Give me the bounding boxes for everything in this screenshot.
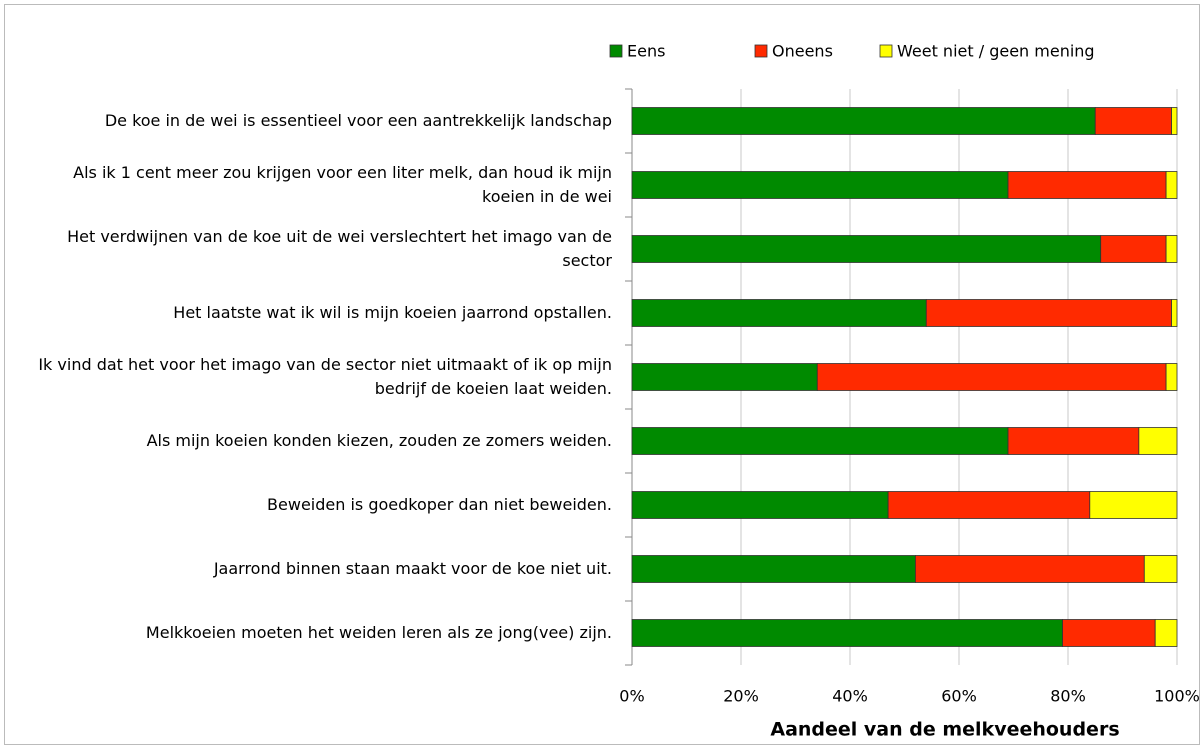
legend-swatch bbox=[754, 44, 768, 58]
y-tick-label: Het verdwijnen van de koe uit de wei ver… bbox=[67, 227, 612, 270]
legend-swatch bbox=[879, 44, 893, 58]
x-tick-label: 40% bbox=[832, 687, 868, 706]
bar-segment bbox=[631, 491, 889, 519]
bar-segment bbox=[1094, 107, 1172, 135]
bar-segment bbox=[1138, 427, 1178, 455]
y-tick-label: Als ik 1 cent meer zou krijgen voor een … bbox=[73, 163, 612, 206]
bar-segment bbox=[1143, 555, 1178, 583]
y-tick-label: Als mijn koeien konden kiezen, zouden ze… bbox=[146, 431, 612, 450]
y-tick-label: Melkkoeien moeten het weiden leren als z… bbox=[145, 623, 612, 642]
y-tick-label: Het laatste wat ik wil is mijn koeien ja… bbox=[173, 303, 612, 322]
bar-segment bbox=[1171, 107, 1178, 135]
bar-segment bbox=[816, 363, 1167, 391]
bar-segment bbox=[1062, 619, 1156, 647]
y-tick-label: Jaarrond binnen staan maakt voor de koe … bbox=[213, 559, 612, 578]
bar-segment bbox=[1165, 363, 1178, 391]
legend-swatch bbox=[609, 44, 623, 58]
bar-segment bbox=[631, 363, 818, 391]
x-tick-label: 60% bbox=[941, 687, 977, 706]
bar-segment bbox=[631, 427, 1009, 455]
x-tick-label: 80% bbox=[1050, 687, 1086, 706]
bar-segment bbox=[1154, 619, 1178, 647]
bar-segment bbox=[631, 619, 1063, 647]
legend-label: Weet niet / geen mening bbox=[897, 42, 1095, 61]
y-tick-label: De koe in de wei is essentieel voor een … bbox=[104, 111, 612, 130]
bar-segment bbox=[631, 555, 916, 583]
x-tick-label: 100% bbox=[1154, 687, 1200, 706]
x-tick-label: 20% bbox=[723, 687, 759, 706]
bar-segment bbox=[1171, 299, 1178, 327]
bar-segment bbox=[631, 107, 1096, 135]
x-axis-title: Aandeel van de melkveehouders bbox=[770, 719, 1119, 741]
y-tick-label: Beweiden is goedkoper dan niet beweiden. bbox=[267, 495, 612, 514]
legend-label: Eens bbox=[627, 42, 665, 61]
bar-segment bbox=[1165, 171, 1178, 199]
bar-segment bbox=[631, 299, 927, 327]
bar-segment bbox=[631, 235, 1102, 263]
bar-segment bbox=[1100, 235, 1167, 263]
bar-segment bbox=[1089, 491, 1178, 519]
bar-segment bbox=[1165, 235, 1178, 263]
x-tick-label: 0% bbox=[619, 687, 644, 706]
bar-segment bbox=[915, 555, 1145, 583]
bar-segment bbox=[1007, 427, 1140, 455]
bar-segment bbox=[1007, 171, 1167, 199]
legend-label: Oneens bbox=[772, 42, 833, 61]
y-tick-label: Ik vind dat het voor het imago van de se… bbox=[38, 355, 612, 398]
bar-segment bbox=[887, 491, 1091, 519]
bar-segment bbox=[631, 171, 1009, 199]
bar-segment bbox=[925, 299, 1172, 327]
